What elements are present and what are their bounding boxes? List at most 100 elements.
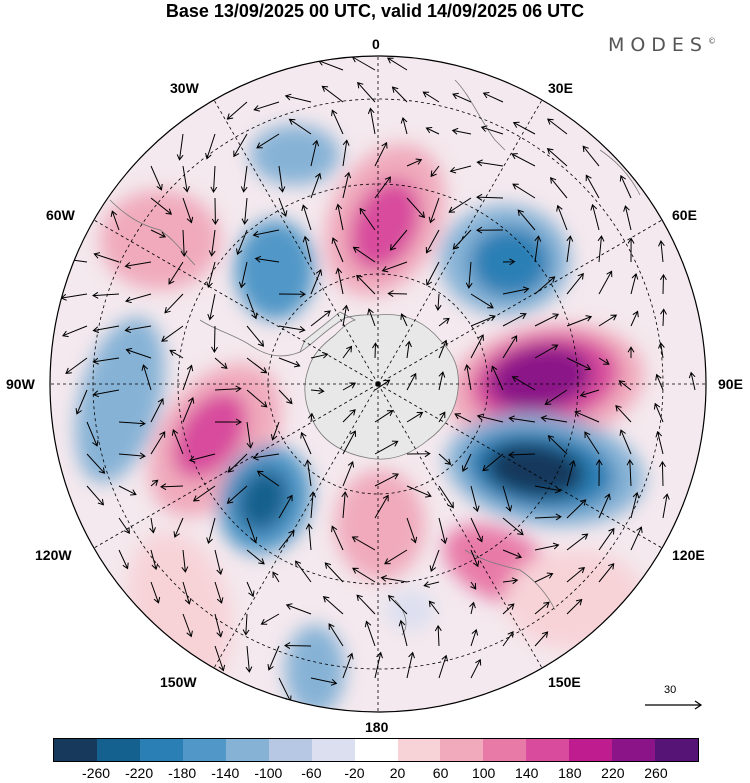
wind-vector <box>208 229 216 257</box>
wind-vector <box>470 314 496 327</box>
wind-vector <box>566 315 593 327</box>
wind-vector <box>451 127 472 135</box>
wind-vector <box>324 562 344 583</box>
meridian-line <box>92 218 379 385</box>
wind-vectors <box>60 56 696 703</box>
anomaly-neg <box>250 125 340 185</box>
wind-vector <box>688 371 696 391</box>
wind-vector <box>256 470 280 487</box>
wind-vector <box>246 357 268 374</box>
wind-vector <box>511 376 536 391</box>
wind-vector <box>534 513 562 521</box>
wind-vector <box>181 549 189 573</box>
wind-vector <box>374 176 391 199</box>
wind-vector <box>342 460 355 487</box>
anomaly-pos <box>488 345 592 411</box>
wind-vector <box>176 133 184 161</box>
wind-vector <box>118 485 137 496</box>
wind-vector <box>331 109 344 135</box>
wind-vector <box>502 313 527 327</box>
reference-vector-value: 30 <box>664 684 677 696</box>
meridian-line <box>377 383 544 670</box>
colorbar-tick-label: 60 <box>432 765 449 781</box>
wind-vector <box>168 261 184 285</box>
wind-vector <box>321 85 344 103</box>
wind-vector <box>267 645 280 671</box>
wind-vector <box>534 485 562 494</box>
wind-vector <box>352 246 376 263</box>
wind-vector <box>470 581 477 590</box>
wind-vector <box>547 118 568 135</box>
wind-vector <box>534 631 549 647</box>
wind-vector <box>211 197 219 225</box>
label-150e: 150E <box>548 674 581 690</box>
wind-vector <box>381 261 408 273</box>
wind-vector <box>502 549 523 559</box>
wind-vector <box>425 229 440 254</box>
wind-vector <box>623 205 632 231</box>
wind-vector <box>517 209 536 231</box>
wind-vector <box>92 389 120 398</box>
wind-vector <box>659 273 667 295</box>
colorbar-tick-label: -60 <box>301 765 322 781</box>
wind-vector <box>310 677 338 686</box>
wind-vector <box>464 364 472 391</box>
wind-vector <box>630 310 639 327</box>
wind-vector <box>331 237 344 263</box>
map-title: Base 13/09/2025 00 UTC, valid 14/09/2025… <box>165 1 585 21</box>
wind-vector <box>309 491 317 519</box>
colorbar-segment <box>612 739 656 761</box>
wind-vector <box>406 450 431 458</box>
wind-vector <box>214 645 226 672</box>
wind-vector <box>92 291 120 299</box>
wind-vector <box>182 581 192 605</box>
wind-vector <box>658 240 665 263</box>
wind-vector <box>406 372 417 391</box>
colorbar-segment <box>54 739 97 761</box>
wind-vector <box>585 174 600 199</box>
wind-vector <box>278 325 306 333</box>
wind-vector <box>236 229 248 256</box>
wind-vector <box>512 183 536 199</box>
wind-vector <box>660 308 667 327</box>
wind-vector <box>662 493 670 519</box>
south-pole-marker <box>375 381 381 387</box>
wind-vector <box>118 549 129 570</box>
wind-vector <box>357 81 376 103</box>
wind-vector <box>246 421 254 449</box>
wind-vector <box>374 651 383 679</box>
wind-vector <box>342 382 357 391</box>
wind-vector <box>470 549 480 568</box>
label-150w: 150W <box>160 674 197 690</box>
wind-vector <box>406 485 432 498</box>
wind-vector <box>584 431 600 455</box>
wind-vector <box>118 452 146 460</box>
colorbar-segment <box>440 739 484 761</box>
wind-vector <box>242 613 250 636</box>
wind-vector <box>214 581 224 604</box>
anomaly-pos <box>100 190 220 290</box>
wind-vector <box>502 517 524 536</box>
label-120w: 120W <box>35 547 72 563</box>
wind-vector <box>173 517 184 538</box>
wind-vector <box>150 479 159 487</box>
wind-vector <box>398 619 408 647</box>
brand-logo: MODES© <box>608 34 716 56</box>
wind-vector <box>428 197 440 224</box>
wind-vector <box>300 431 312 455</box>
wind-vector <box>476 193 504 201</box>
wind-vector <box>295 560 312 583</box>
wind-vector <box>93 252 120 263</box>
wind-vector <box>598 314 618 327</box>
wind-vector <box>502 286 530 295</box>
wind-vector <box>211 325 218 353</box>
wind-vector <box>92 325 120 334</box>
wind-vector <box>331 525 344 551</box>
wind-vector <box>406 411 424 423</box>
wind-vector <box>627 237 635 263</box>
wind-vector <box>566 566 586 583</box>
wind-vector <box>310 387 325 395</box>
wind-vector <box>434 293 442 311</box>
wind-vector <box>438 411 446 423</box>
wind-vector <box>630 491 640 519</box>
